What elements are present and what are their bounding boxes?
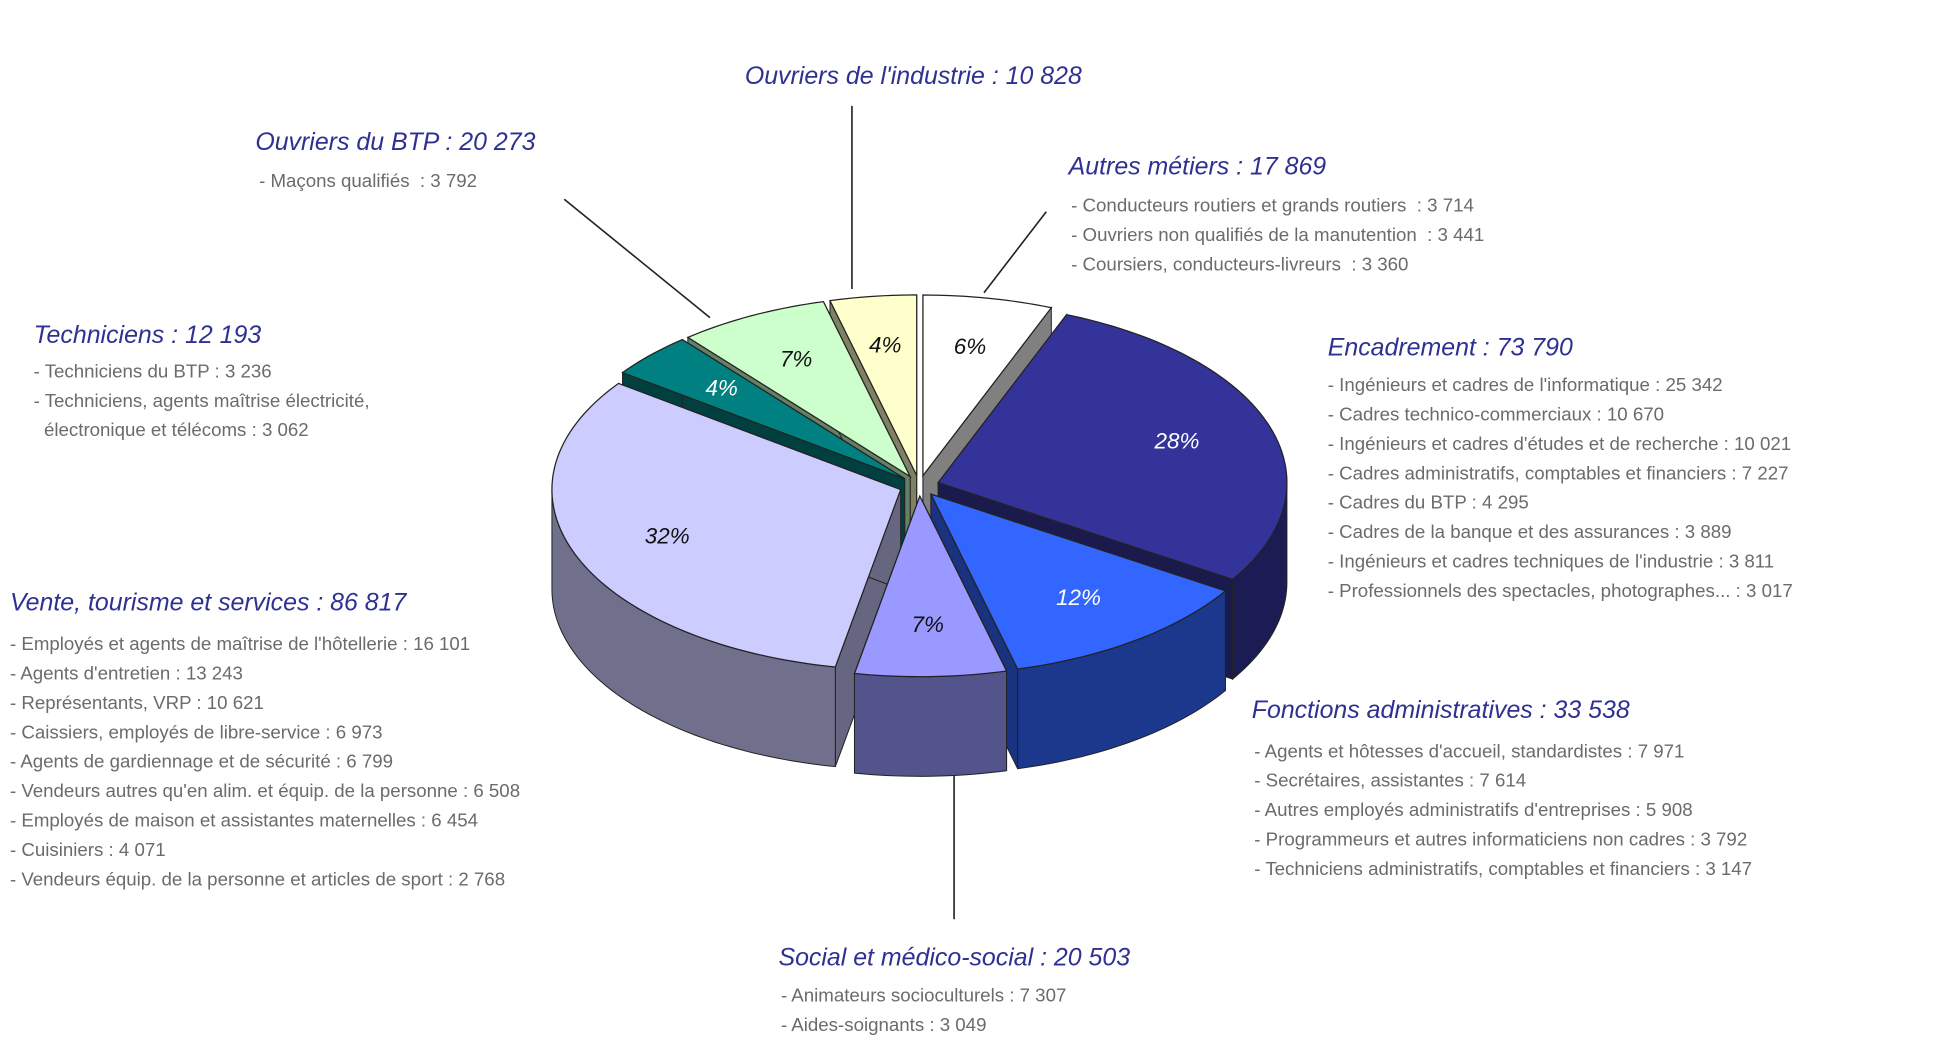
group-detail: - Vendeurs équip. de la personne et arti… — [10, 868, 505, 889]
group-detail: - Agents de gardiennage et de sécurité :… — [10, 751, 393, 772]
value-label: 6% — [954, 334, 986, 359]
slice-side — [854, 671, 1006, 776]
leader-line — [984, 212, 1046, 293]
leader-line — [564, 199, 710, 317]
group-title: Autres métiers : 17 869 — [1067, 153, 1327, 181]
group-detail: - Vendeurs autres qu'en alim. et équip. … — [10, 780, 520, 801]
chart: 6% 28% 12% 7% 32% 4% 7% 4% Autres métiers : 17 8… — [0, 0, 1953, 1055]
group-detail: - Professionnels des spectacles, photogr… — [1328, 580, 1793, 601]
group-title: Social et médico-social : 20 503 — [778, 944, 1130, 972]
group-detail: - Agents d'entretien : 13 243 — [10, 663, 243, 684]
group-detail: - Techniciens du BTP : 3 236 — [34, 360, 272, 381]
group-detail: - Animateurs socioculturels : 7 307 — [781, 984, 1066, 1005]
group-detail: - Cadres de la banque et des assurances … — [1328, 521, 1732, 542]
group-detail: électronique et télécoms : 3 062 — [34, 419, 309, 440]
group-detail: - Conducteurs routiers et grands routier… — [1071, 195, 1474, 216]
group-title: Vente, tourisme et services : 86 817 — [10, 589, 408, 617]
group-detail: - Employés et agents de maîtrise de l'hô… — [10, 633, 470, 654]
value-label: 4% — [869, 332, 901, 357]
group-detail: - Employés de maison et assistantes mate… — [10, 810, 478, 831]
group-title: Ouvriers de l'industrie : 10 828 — [745, 62, 1082, 90]
group-detail: - Ingénieurs et cadres techniques de l'i… — [1328, 550, 1774, 571]
group-detail: - Secrétaires, assistantes : 7 614 — [1254, 770, 1526, 791]
value-label: 32% — [645, 523, 690, 548]
group-detail: - Cadres administratifs, comptables et f… — [1328, 462, 1789, 483]
value-label: 7% — [912, 612, 944, 637]
group-detail: - Agents et hôtesses d'accueil, standard… — [1254, 740, 1684, 761]
group-title: Fonctions administratives : 33 538 — [1252, 696, 1630, 724]
value-label: 12% — [1056, 585, 1101, 610]
group-detail: - Représentants, VRP : 10 621 — [10, 692, 264, 713]
value-label: 7% — [780, 347, 812, 372]
group-detail: - Programmeurs et autres informaticiens … — [1254, 828, 1747, 849]
group-detail: - Cadres du BTP : 4 295 — [1328, 492, 1529, 513]
group-detail: - Maçons qualifiés : 3 792 — [259, 170, 477, 191]
group-detail: - Cadres technico-commerciaux : 10 670 — [1328, 403, 1664, 424]
group-detail: - Aides-soignants : 3 049 — [781, 1014, 987, 1035]
group-detail: - Cuisiniers : 4 071 — [10, 839, 166, 860]
group-detail: - Ingénieurs et cadres de l'informatique… — [1328, 374, 1723, 395]
group-title: Ouvriers du BTP : 20 273 — [255, 128, 535, 156]
group-detail: - Caissiers, employés de libre-service :… — [10, 721, 383, 742]
group-detail: - Techniciens, agents maîtrise électrici… — [34, 390, 370, 411]
group-title: Techniciens : 12 193 — [34, 321, 262, 349]
value-label: 4% — [705, 376, 737, 401]
group-detail: - Ingénieurs et cadres d'études et de re… — [1328, 433, 1791, 454]
group-detail: - Techniciens administratifs, comptables… — [1254, 858, 1752, 879]
group-detail: - Ouvriers non qualifiés de la manutenti… — [1071, 224, 1484, 245]
group-detail: - Coursiers, conducteurs-livreurs : 3 36… — [1071, 254, 1408, 275]
value-label: 28% — [1154, 428, 1200, 453]
group-detail: - Autres employés administratifs d'entre… — [1254, 799, 1692, 820]
group-title: Encadrement : 73 790 — [1328, 333, 1573, 361]
